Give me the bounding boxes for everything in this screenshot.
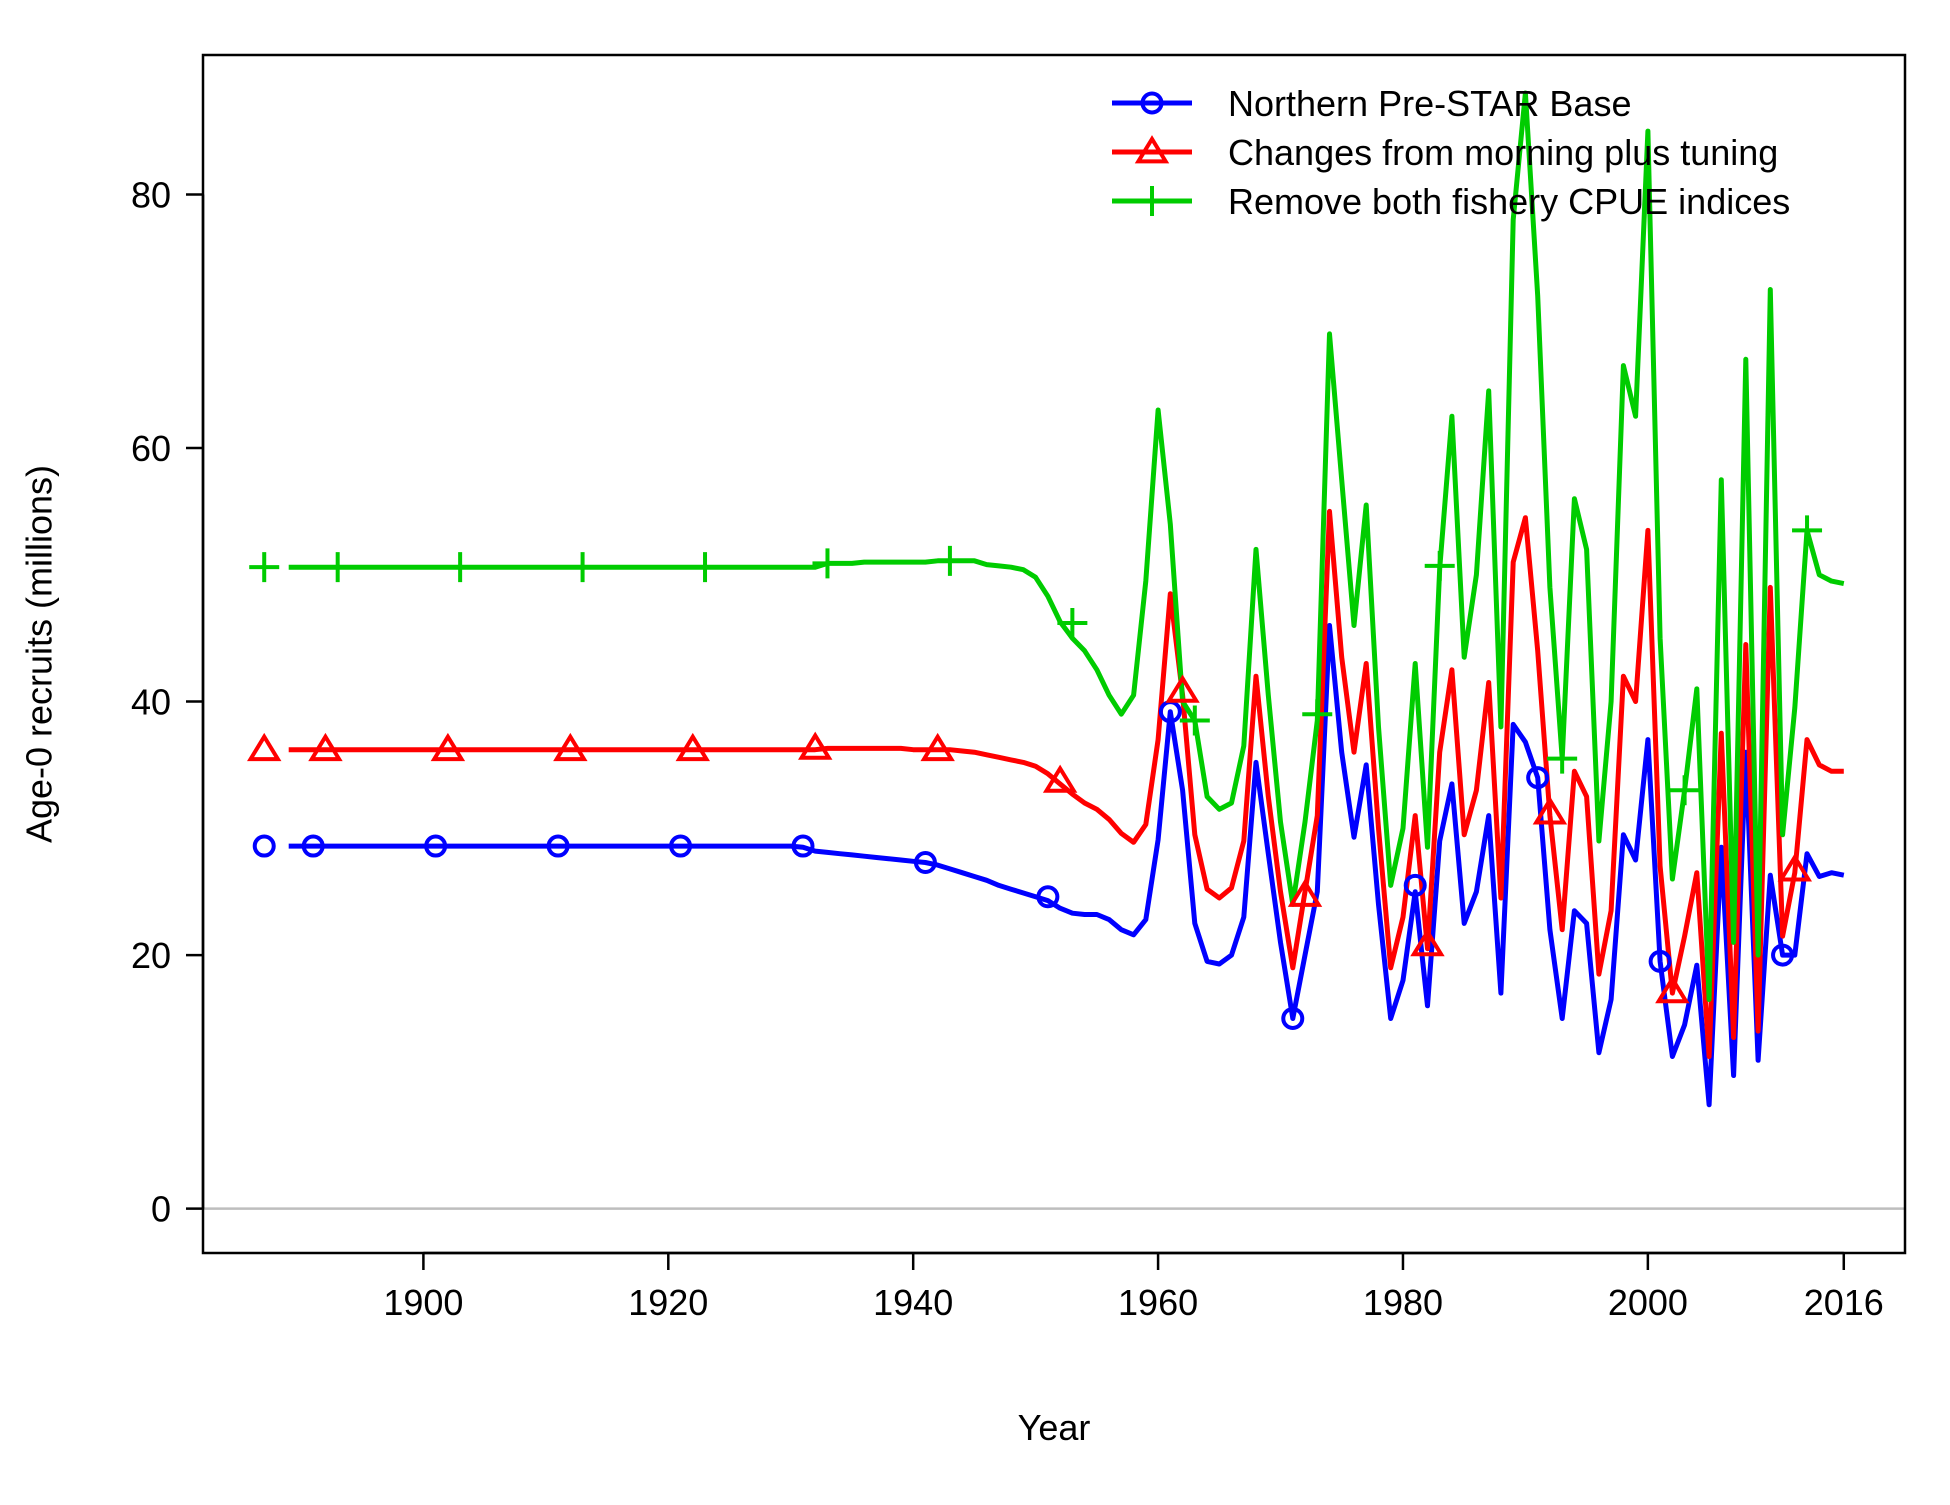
- x-tick-label: 2016: [1804, 1282, 1884, 1323]
- data-point-northern-pre-star-base: [301, 834, 325, 858]
- data-point-changes-from-morning-plus-tuning: [553, 732, 588, 762]
- data-point-northern-pre-star-base: [546, 834, 570, 858]
- data-point-remove-both-fishery-cpue-indices: [1302, 699, 1333, 730]
- data-point-changes-from-morning-plus-tuning: [308, 732, 343, 762]
- data-point-remove-both-fishery-cpue-indices: [1547, 743, 1578, 774]
- data-point-remove-both-fishery-cpue-indices: [1057, 607, 1088, 638]
- data-point-northern-pre-star-base: [1036, 885, 1060, 909]
- data-point-changes-from-morning-plus-tuning: [920, 732, 955, 762]
- y-axis: 0 20 40 60 80: [131, 174, 205, 1230]
- data-point-northern-pre-star-base: [1281, 1006, 1305, 1030]
- data-point-remove-both-fishery-cpue-indices: [445, 552, 476, 583]
- data-point-northern-pre-star-base: [1526, 766, 1550, 790]
- y-tick-label: 20: [131, 935, 171, 976]
- legend-label-changes-from-morning-plus-tuning: Changes from morning plus tuning: [1228, 132, 1778, 173]
- data-point-changes-from-morning-plus-tuning: [247, 732, 282, 762]
- data-point-changes-from-morning-plus-tuning: [1410, 928, 1445, 957]
- series-line-remove-both-fishery-cpue-indices: [288, 90, 1845, 1002]
- data-point-northern-pre-star-base: [1403, 873, 1427, 897]
- x-axis: 1900 1920 1940 1960 1980 2000 2016: [383, 1251, 1884, 1323]
- y-tick-label: 60: [131, 428, 171, 469]
- data-point-changes-from-morning-plus-tuning: [675, 732, 710, 762]
- data-point-changes-from-morning-plus-tuning: [1777, 853, 1813, 882]
- legend-marker-changes-from-morning-plus-tuning: [1134, 135, 1170, 164]
- legend-marker-remove-both-fishery-cpue-indices: [1137, 186, 1167, 216]
- data-point-changes-from-morning-plus-tuning: [1165, 674, 1200, 703]
- x-tick-label: 1940: [873, 1282, 953, 1323]
- y-tick-label: 40: [131, 682, 171, 723]
- x-tick-label: 1960: [1118, 1282, 1198, 1323]
- x-tick-label: 1900: [383, 1282, 463, 1323]
- data-point-northern-pre-star-base: [424, 834, 448, 858]
- data-point-northern-pre-star-base: [252, 834, 276, 858]
- data-point-remove-both-fishery-cpue-indices: [812, 548, 843, 579]
- data-point-northern-pre-star-base: [1771, 943, 1795, 967]
- data-point-remove-both-fishery-cpue-indices: [1669, 775, 1700, 806]
- legend-label-northern-pre-star-base: Northern Pre-STAR Base: [1228, 83, 1631, 124]
- data-point-remove-both-fishery-cpue-indices: [1792, 515, 1823, 546]
- data-point-remove-both-fishery-cpue-indices: [249, 552, 280, 583]
- legend-marker-northern-pre-star-base: [1140, 91, 1164, 115]
- data-point-northern-pre-star-base: [913, 851, 937, 875]
- data-point-remove-both-fishery-cpue-indices: [1179, 705, 1210, 736]
- data-point-changes-from-morning-plus-tuning: [1655, 975, 1690, 1004]
- data-point-northern-pre-star-base: [1648, 949, 1672, 973]
- data-point-changes-from-morning-plus-tuning: [798, 731, 833, 760]
- data-point-remove-both-fishery-cpue-indices: [690, 552, 721, 583]
- x-tick-label: 2000: [1608, 1282, 1688, 1323]
- y-tick-label: 80: [131, 174, 171, 215]
- data-point-remove-both-fishery-cpue-indices: [1424, 550, 1455, 581]
- data-point-changes-from-morning-plus-tuning: [430, 732, 466, 762]
- data-point-northern-pre-star-base: [669, 834, 693, 858]
- data-point-changes-from-morning-plus-tuning: [1042, 764, 1078, 793]
- x-tick-label: 1920: [628, 1282, 708, 1323]
- x-tick-label: 1980: [1363, 1282, 1443, 1323]
- y-tick-label: 0: [151, 1189, 171, 1230]
- legend: Northern Pre-STAR Base Changes from morni…: [1112, 83, 1790, 222]
- series-layer: [288, 90, 1845, 1108]
- data-point-remove-both-fishery-cpue-indices: [567, 552, 598, 583]
- marker-layer: [247, 515, 1823, 1030]
- y-axis-title: Age-0 recruits (millions): [19, 465, 60, 843]
- data-point-northern-pre-star-base: [791, 834, 815, 858]
- legend-label-remove-both-fishery-cpue-indices: Remove both fishery CPUE indices: [1228, 181, 1790, 222]
- data-point-remove-both-fishery-cpue-indices: [934, 545, 965, 576]
- data-point-remove-both-fishery-cpue-indices: [322, 552, 353, 583]
- x-axis-title: Year: [1018, 1407, 1091, 1448]
- data-point-changes-from-morning-plus-tuning: [1287, 878, 1323, 907]
- data-point-changes-from-morning-plus-tuning: [1532, 796, 1568, 825]
